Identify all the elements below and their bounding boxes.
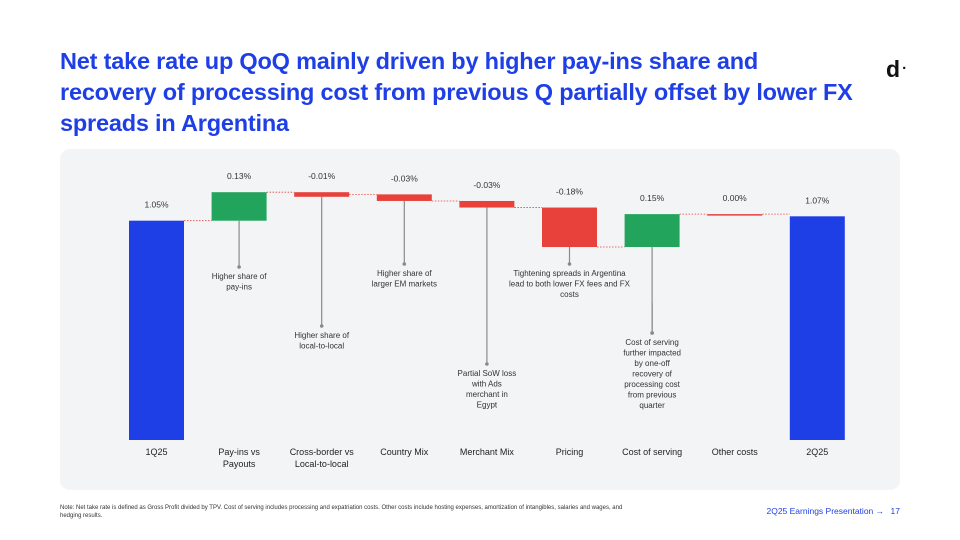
value-label: 1.07%	[805, 195, 830, 205]
category-label: 1Q25	[145, 447, 167, 457]
annotation-text: costs	[560, 290, 579, 299]
annotation-text: with Ads	[471, 380, 502, 389]
value-label: -0.03%	[391, 173, 418, 183]
waterfall-bar	[789, 216, 845, 440]
annotation-text: Higher share of	[377, 269, 432, 278]
annotation-text: merchant in	[466, 390, 508, 399]
waterfall-bar	[707, 214, 763, 216]
category-label: Cross-border vs	[290, 447, 355, 457]
category-label: Country Mix	[380, 447, 429, 457]
annotation-dot	[402, 262, 407, 266]
annotation-text: Higher share of	[294, 331, 349, 340]
annotation-text: from previous	[628, 391, 676, 400]
waterfall-bar	[376, 194, 432, 201]
category-label: Payouts	[223, 459, 256, 469]
annotation-text: local-to-local	[299, 342, 344, 351]
category-label: Cost of serving	[622, 447, 682, 457]
company-logo: d ·	[886, 56, 908, 83]
value-label: 0.15%	[640, 193, 665, 203]
logo-dot: ·	[902, 60, 908, 77]
waterfall-bar	[129, 220, 184, 440]
logo-letter: d	[886, 56, 901, 82]
value-label: -0.03%	[473, 180, 500, 190]
annotation-text: Cost of serving	[625, 338, 678, 347]
footer: 2Q25 Earnings Presentation → 17	[766, 506, 900, 516]
page-number: 17	[890, 506, 900, 516]
footer-arrow-icon: →	[875, 506, 885, 516]
waterfall-chart: 1.05% 0.13% -0.01% -0.03% -0.03% -0.18% 0.15% 0…	[129, 171, 845, 469]
footnote: Note: Net take rate is defined as Gross …	[60, 505, 623, 519]
annotation-text: lead to both lower FX fees and FX	[509, 280, 631, 289]
annotation-text: processing cost	[624, 380, 680, 389]
annotation-dot	[485, 362, 489, 366]
value-label: 0.13%	[227, 171, 252, 181]
value-label: 1.05%	[144, 200, 169, 210]
waterfall-bar	[211, 192, 267, 221]
annotation-text: quarter	[639, 401, 665, 410]
page-title: Net take rate up QoQ mainly driven by hi…	[60, 48, 853, 136]
chart-panel: 1.05% 0.13% -0.01% -0.03% -0.03% -0.18% 0.15% 0…	[60, 149, 900, 490]
value-label: -0.18%	[556, 187, 583, 197]
value-label: -0.01%	[308, 171, 335, 181]
annotation-text: by one-off	[634, 359, 670, 368]
category-label: Merchant Mix	[460, 447, 515, 457]
value-label: 0.00%	[723, 193, 748, 203]
category-label: Pay-ins vs	[218, 447, 260, 457]
annotation-dot	[237, 265, 241, 269]
category-label: Local-to-local	[295, 459, 349, 469]
annotation-text: larger EM markets	[372, 280, 437, 289]
annotation-dot	[650, 331, 654, 335]
annotation-text: Higher share of	[212, 272, 267, 281]
annotation-text: Partial SoW loss	[458, 369, 517, 378]
category-label: Other costs	[712, 447, 759, 457]
category-label: 2Q25	[806, 447, 828, 457]
annotation-text: recovery of	[632, 370, 672, 379]
annotation-text: Tightening spreads in Argentina	[513, 269, 626, 278]
waterfall-bar	[542, 207, 597, 248]
annotation-dot	[319, 324, 324, 328]
waterfall-bar	[294, 192, 350, 197]
waterfall-bar	[624, 214, 680, 248]
category-label: Pricing	[556, 447, 584, 457]
waterfall-bar	[459, 200, 515, 208]
annotation-text: Egypt	[477, 401, 498, 410]
annotation-text: further impacted	[623, 349, 681, 358]
annotation-text: pay-ins	[226, 283, 252, 292]
footer-label: 2Q25 Earnings Presentation	[766, 506, 874, 516]
annotation-dot	[567, 262, 572, 266]
